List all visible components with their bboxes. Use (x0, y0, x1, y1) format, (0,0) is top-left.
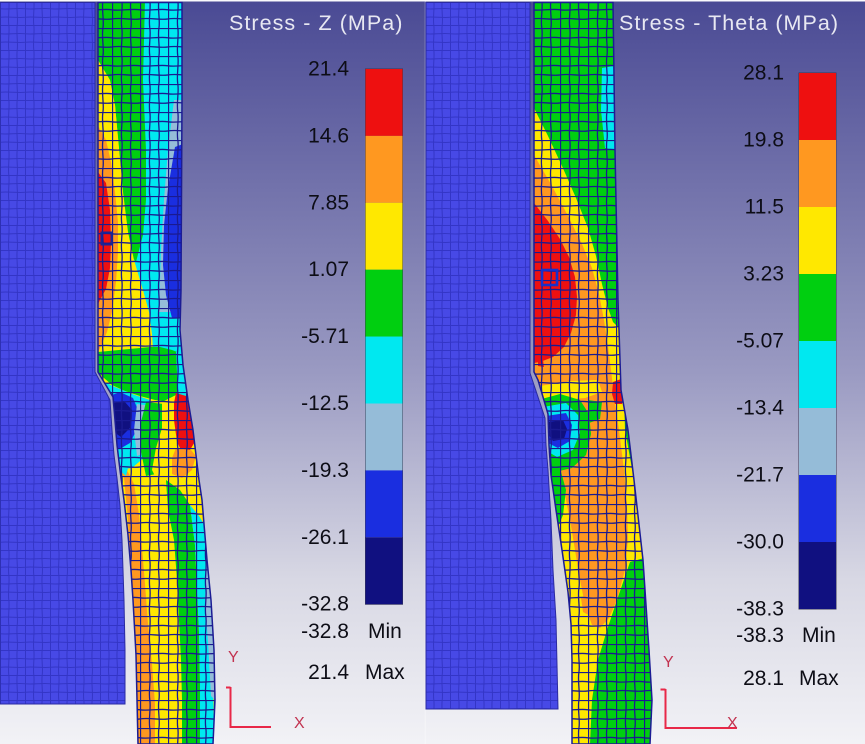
svg-text:14.6: 14.6 (308, 124, 349, 147)
svg-text:28.1: 28.1 (743, 667, 784, 690)
svg-text:-30.0: -30.0 (736, 531, 784, 554)
svg-text:-13.4: -13.4 (736, 397, 784, 420)
svg-text:-38.3: -38.3 (736, 624, 784, 647)
svg-text:3.23: 3.23 (743, 263, 784, 286)
svg-text:X: X (294, 715, 305, 732)
svg-text:Max: Max (365, 661, 405, 684)
svg-text:7.85: 7.85 (308, 191, 349, 214)
svg-text:-5.71: -5.71 (301, 325, 349, 348)
svg-text:-21.7: -21.7 (736, 464, 784, 487)
svg-text:Y: Y (663, 654, 674, 671)
svg-text:-12.5: -12.5 (301, 392, 349, 415)
svg-text:-26.1: -26.1 (301, 526, 349, 549)
svg-text:-5.07: -5.07 (736, 330, 784, 353)
svg-text:21.4: 21.4 (308, 58, 349, 81)
svg-text:Stress - Theta (MPa): Stress - Theta (MPa) (619, 11, 839, 35)
svg-text:Max: Max (799, 667, 839, 690)
svg-text:19.8: 19.8 (743, 129, 784, 152)
svg-text:Y: Y (228, 649, 239, 666)
svg-text:X: X (727, 715, 738, 732)
svg-text:11.5: 11.5 (745, 196, 784, 219)
svg-text:-32.8: -32.8 (301, 620, 349, 643)
svg-text:-38.3: -38.3 (736, 598, 784, 621)
svg-text:-19.3: -19.3 (301, 459, 349, 482)
svg-text:-32.8: -32.8 (301, 593, 349, 616)
svg-text:1.07: 1.07 (308, 258, 349, 281)
svg-text:28.1: 28.1 (743, 62, 784, 85)
svg-text:21.4: 21.4 (308, 661, 349, 684)
svg-text:Stress - Z (MPa): Stress - Z (MPa) (229, 11, 403, 35)
svg-text:Min: Min (802, 624, 836, 647)
svg-text:Min: Min (368, 620, 402, 643)
